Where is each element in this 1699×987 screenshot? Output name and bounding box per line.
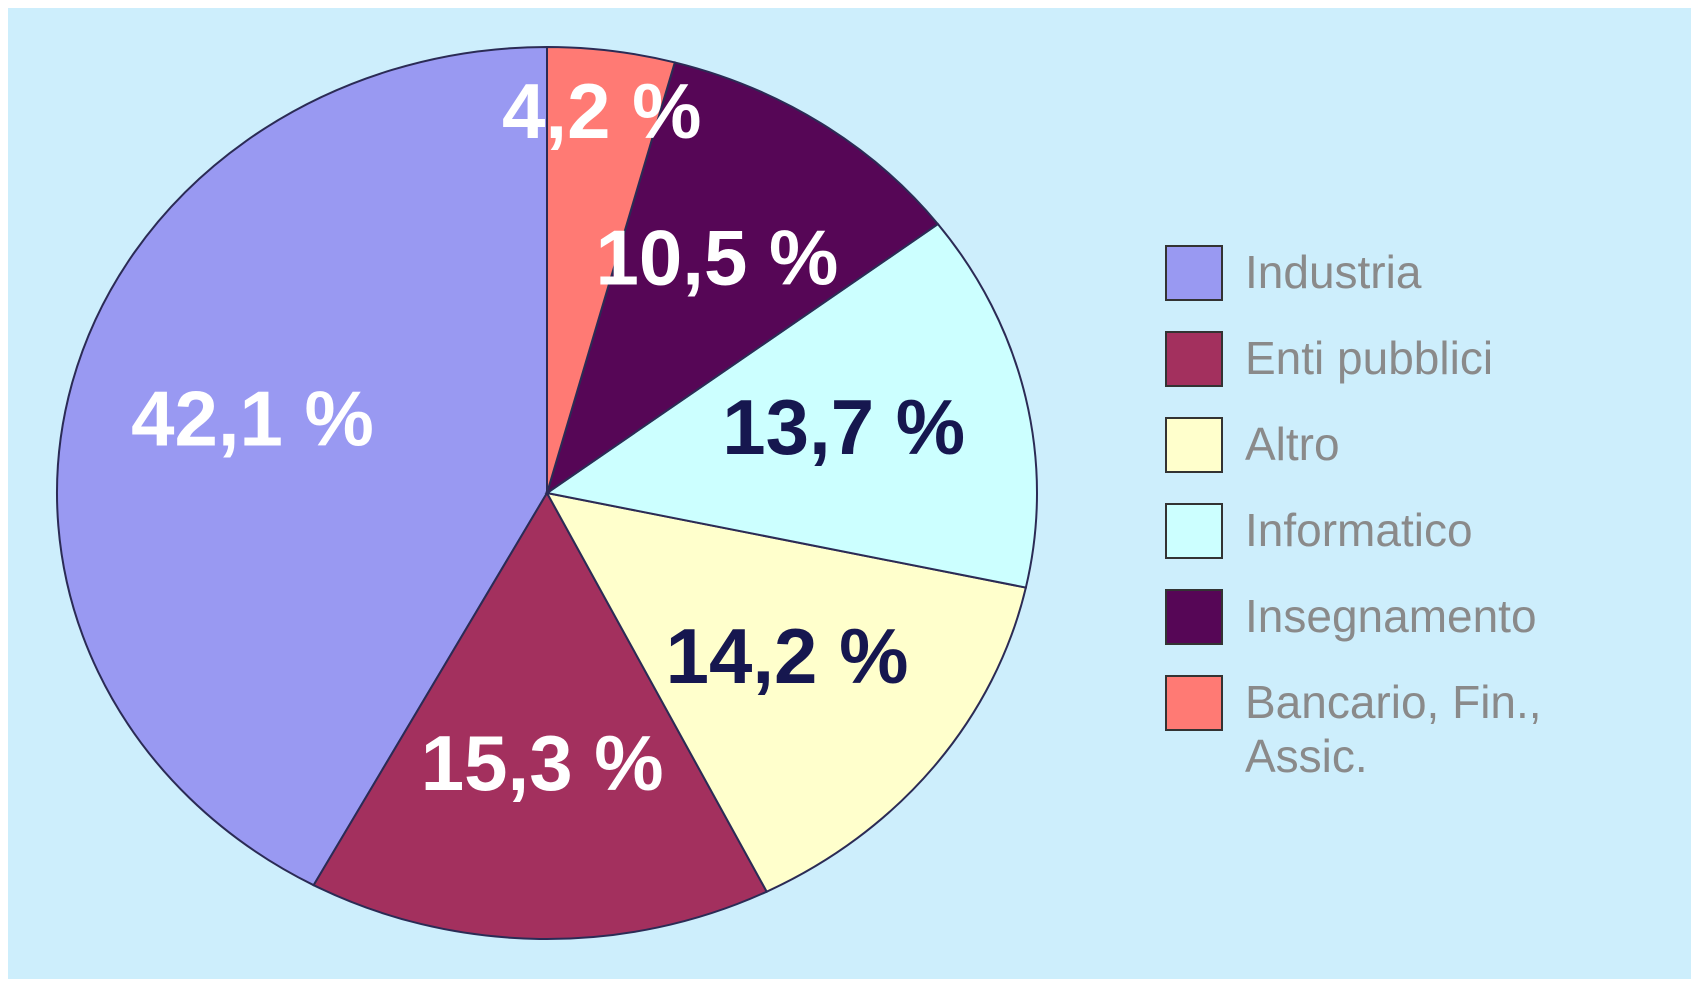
legend-entry: Insegnamento: [1165, 589, 1645, 675]
legend-label: Informatico: [1245, 504, 1473, 556]
legend: Industria Enti pubblici Altro Informatico In…: [1165, 245, 1645, 782]
pie-slice: [546, 45, 677, 494]
legend-entry: Bancario, Fin., Assic.: [1165, 675, 1645, 782]
legend-swatch: [1165, 331, 1223, 387]
legend-swatch: [1165, 245, 1223, 301]
data-label: 10,5 %: [596, 213, 839, 301]
legend-swatch: [1165, 675, 1223, 731]
data-label: 13,7 %: [722, 383, 965, 471]
legend-swatch: [1165, 417, 1223, 473]
data-label: 15,3 %: [421, 719, 664, 807]
data-label: 4,2 %: [502, 67, 701, 155]
legend-label: Bancario, Fin., Assic.: [1245, 676, 1542, 782]
pie-slice: [56, 45, 548, 887]
legend-label: Altro: [1245, 418, 1340, 470]
legend-entry: Enti pubblici: [1165, 331, 1645, 417]
data-label: 14,2 %: [666, 612, 909, 700]
legend-label: Industria: [1245, 246, 1422, 298]
pie-slice: [544, 222, 1038, 589]
pie-slice: [312, 490, 769, 940]
legend-entry: Informatico: [1165, 503, 1645, 589]
legend-label: Enti pubblici: [1245, 332, 1494, 384]
legend-entry: Industria: [1165, 245, 1645, 331]
legend-swatch: [1165, 589, 1223, 645]
data-label: 42,1 %: [131, 375, 374, 463]
pie-slice: [545, 61, 940, 496]
legend-label: Insegnamento: [1245, 590, 1537, 642]
legend-swatch: [1165, 503, 1223, 559]
legend-entry: Altro: [1165, 417, 1645, 503]
pie-slice: [545, 491, 1028, 893]
